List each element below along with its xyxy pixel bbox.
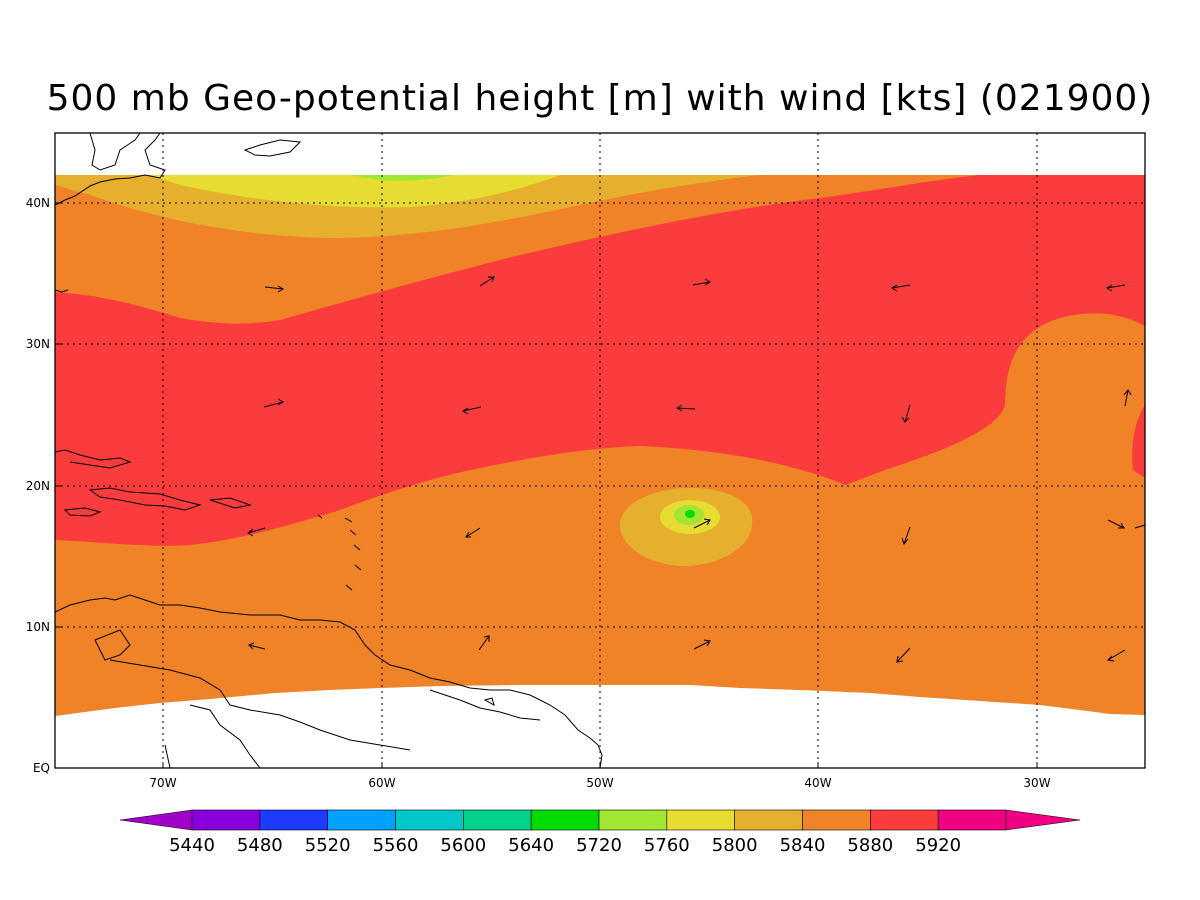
lon-label: 40W (804, 776, 831, 790)
colorbar-box (666, 809, 735, 831)
colorbar-box (463, 809, 532, 831)
colorbar-label: 5800 (712, 835, 758, 856)
lat-label: 10N (26, 620, 50, 634)
wind-vector (692, 278, 711, 286)
wind-vector (693, 639, 711, 650)
map-title: 500 mb Geo-potential height [m] with win… (46, 78, 1154, 119)
colorbar-label: 5640 (508, 835, 554, 856)
lat-label: 40N (26, 196, 50, 210)
colorbar-label: 5560 (373, 835, 419, 856)
wind-vector (248, 642, 266, 650)
wind-vector (676, 404, 696, 412)
colorbar-box (191, 809, 261, 831)
band-5920-east (1132, 405, 1145, 478)
wind-vector (693, 518, 711, 529)
band-5760-north (350, 175, 455, 181)
wind-vector (1107, 519, 1125, 529)
colorbar-box (530, 809, 600, 831)
wind-vector (247, 527, 266, 537)
colorbar-box (395, 809, 464, 831)
wind-vector (1134, 524, 1146, 529)
lat-label: 30N (26, 337, 50, 351)
colorbar-box (870, 809, 939, 831)
wind-vector (1106, 649, 1126, 662)
colorbar-label: 5840 (780, 835, 826, 856)
wind-vector (465, 527, 481, 538)
longitude-labels: 70W 60W 50W 40W 30W (149, 776, 1050, 790)
lon-label: 70W (149, 776, 176, 790)
colorbar-label: 5880 (847, 835, 893, 856)
wind-vectors (247, 276, 1146, 663)
colorbar: 5440 5480 5520 5560 5600 5640 5720 5760 5800 5840… (119, 809, 1081, 856)
colorbar-box (802, 809, 871, 831)
wind-vector (462, 406, 482, 415)
colorbar-box (327, 809, 396, 831)
band-5920 (55, 175, 1145, 546)
wind-vector (1106, 284, 1126, 292)
lon-label: 60W (368, 776, 395, 790)
colorbar-label: 5520 (305, 835, 351, 856)
gridlines (55, 133, 1145, 768)
wind-vector (1123, 389, 1132, 407)
coastlines (55, 133, 603, 768)
colorbar-labels: 5440 5480 5520 5560 5600 5640 5720 5760 5800 5840… (169, 835, 961, 856)
colorbar-label: 5760 (644, 835, 690, 856)
wind-vector (896, 647, 911, 663)
lat-label: 20N (26, 479, 50, 493)
colorbar-label: 5720 (576, 835, 622, 856)
wind-vector (478, 635, 490, 651)
colorbar-box (598, 809, 668, 831)
lon-label: 30W (1023, 776, 1050, 790)
colorbar-box (734, 809, 803, 831)
wind-vector (264, 285, 284, 293)
colorbar-boxes (191, 809, 1007, 831)
latitude-labels: EQ 10N 20N 30N 40N (26, 196, 50, 775)
height-field (55, 175, 1145, 768)
colorbar-label: 5440 (169, 835, 215, 856)
colorbar-label: 5480 (237, 835, 283, 856)
colorbar-left-triangle (119, 809, 193, 831)
colorbar-label: 5920 (915, 835, 961, 856)
colorbar-box (937, 809, 1007, 831)
lon-label: 50W (586, 776, 613, 790)
colorbar-right-triangle (1005, 809, 1081, 831)
band-5800-north (150, 175, 560, 208)
missing-data-region (55, 685, 1145, 768)
low-5720 (685, 510, 695, 518)
wind-vector (479, 276, 495, 287)
wind-vector (891, 284, 911, 292)
lat-label: EQ (33, 761, 50, 775)
axis-ticks (55, 202, 1038, 769)
colorbar-label: 5600 (440, 835, 486, 856)
wind-vector (263, 398, 284, 408)
colorbar-box (259, 809, 328, 831)
wind-vector (901, 526, 911, 546)
wind-vector (901, 404, 911, 423)
